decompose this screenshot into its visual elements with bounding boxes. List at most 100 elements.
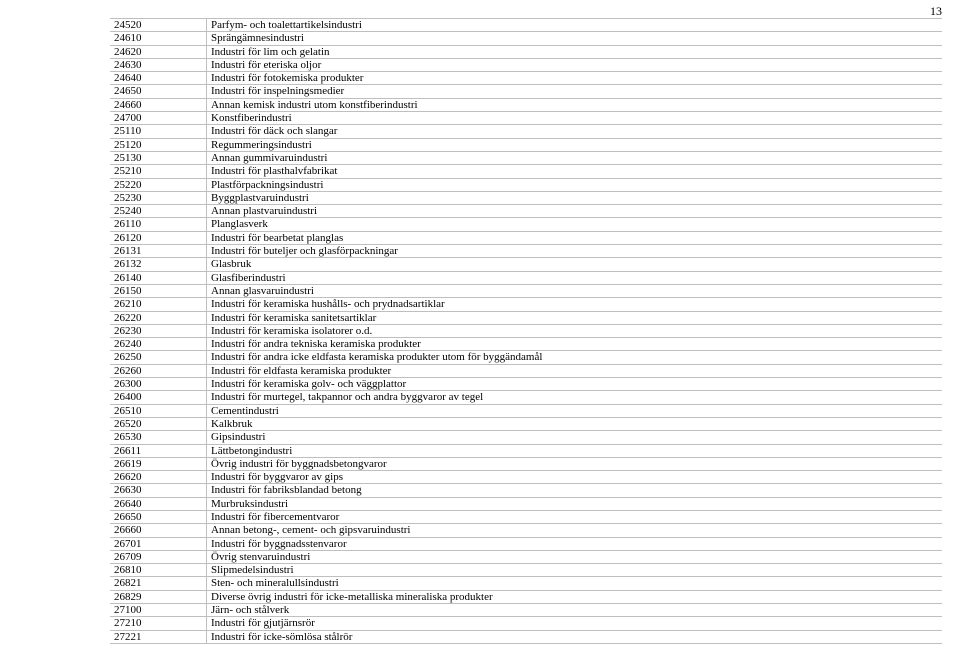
industry-description-cell: Industri för plasthalvfabrikat [207, 165, 943, 178]
industry-description-cell: Industri för eteriska oljor [207, 58, 943, 71]
industry-code-cell: 26660 [110, 524, 207, 537]
table-row: 26640Murbruksindustri [110, 497, 942, 510]
industry-description-cell: Industri för eldfasta keramiska produkte… [207, 364, 943, 377]
table-row: 26132Glasbruk [110, 258, 942, 271]
industry-code-cell: 26619 [110, 457, 207, 470]
industry-code-cell: 26250 [110, 351, 207, 364]
industry-code-cell: 24640 [110, 72, 207, 85]
industry-description-cell: Gipsindustri [207, 431, 943, 444]
table-row: 26250Industri för andra icke eldfasta ke… [110, 351, 942, 364]
industry-description-cell: Industri för andra icke eldfasta keramis… [207, 351, 943, 364]
table-row: 24660Annan kemisk industri utom konstfib… [110, 98, 942, 111]
table-row: 24620Industri för lim och gelatin [110, 45, 942, 58]
industry-description-cell: Industri för byggnadsstenvaror [207, 537, 943, 550]
industry-description-cell: Industri för fotokemiska produkter [207, 72, 943, 85]
industry-description-cell: Övrig stenvaruindustri [207, 550, 943, 563]
industry-description-cell: Regummeringsindustri [207, 138, 943, 151]
table-row: 26810Slipmedelsindustri [110, 564, 942, 577]
industry-code-cell: 26110 [110, 218, 207, 231]
industry-description-cell: Annan kemisk industri utom konstfiberind… [207, 98, 943, 111]
industry-code-cell: 26821 [110, 577, 207, 590]
industry-description-cell: Annan glasvaruindustri [207, 284, 943, 297]
table-row: 26210Industri för keramiska hushålls- oc… [110, 298, 942, 311]
industry-description-cell: Plastförpackningsindustri [207, 178, 943, 191]
industry-code-cell: 26510 [110, 404, 207, 417]
industry-description-cell: Annan betong-, cement- och gipsvaruindus… [207, 524, 943, 537]
table-row: 26821Sten- och mineralullsindustri [110, 577, 942, 590]
industry-code-cell: 24700 [110, 112, 207, 125]
industry-code-cell: 26709 [110, 550, 207, 563]
industry-code-cell: 24620 [110, 45, 207, 58]
industry-code-cell: 24520 [110, 19, 207, 32]
industry-code-cell: 26520 [110, 417, 207, 430]
table-row: 25130Annan gummivaruindustri [110, 151, 942, 164]
table-row: 24520Parfym- och toalettartikelsindustri [110, 19, 942, 32]
industry-description-cell: Lättbetongindustri [207, 444, 943, 457]
industry-code-cell: 26300 [110, 378, 207, 391]
table-row: 27100Järn- och stålverk [110, 604, 942, 617]
industry-code-cell: 26230 [110, 324, 207, 337]
table-row: 26150Annan glasvaruindustri [110, 284, 942, 297]
table-row: 26300Industri för keramiska golv- och vä… [110, 378, 942, 391]
table-row: 27210Industri för gjutjärnsrör [110, 617, 942, 630]
industry-description-cell: Byggplastvaruindustri [207, 191, 943, 204]
table-row: 25240Annan plastvaruindustri [110, 205, 942, 218]
industry-code-cell: 26132 [110, 258, 207, 271]
table-row: 26220Industri för keramiska sanitetsarti… [110, 311, 942, 324]
table-row: 26240Industri för andra tekniska keramis… [110, 338, 942, 351]
table-row: 25210Industri för plasthalvfabrikat [110, 165, 942, 178]
table-row: 24630Industri för eteriska oljor [110, 58, 942, 71]
industry-code-cell: 24610 [110, 32, 207, 45]
industry-description-cell: Industri för buteljer och glasförpacknin… [207, 245, 943, 258]
industry-description-cell: Industri för keramiska isolatorer o.d. [207, 324, 943, 337]
table-row: 26701Industri för byggnadsstenvaror [110, 537, 942, 550]
industry-code-cell: 24650 [110, 85, 207, 98]
table-row: 26120Industri för bearbetat planglas [110, 231, 942, 244]
industry-description-cell: Annan plastvaruindustri [207, 205, 943, 218]
industry-code-cell: 25120 [110, 138, 207, 151]
industry-description-cell: Cementindustri [207, 404, 943, 417]
table-row: 24650Industri för inspelningsmedier [110, 85, 942, 98]
table-row: 24700Konstfiberindustri [110, 112, 942, 125]
table-row: 27221Industri för icke-sömlösa stålrör [110, 630, 942, 643]
industry-code-cell: 26120 [110, 231, 207, 244]
table-row: 26110Planglasverk [110, 218, 942, 231]
industry-code-cell: 26530 [110, 431, 207, 444]
industry-description-cell: Industri för gjutjärnsrör [207, 617, 943, 630]
industry-code-cell: 24660 [110, 98, 207, 111]
industry-description-cell: Industri för fabriksblandad betong [207, 484, 943, 497]
industry-description-cell: Industri för keramiska sanitetsartiklar [207, 311, 943, 324]
industry-description-cell: Annan gummivaruindustri [207, 151, 943, 164]
industry-code-cell: 27221 [110, 630, 207, 643]
industry-description-cell: Glasfiberindustri [207, 271, 943, 284]
industry-description-cell: Industri för byggvaror av gips [207, 471, 943, 484]
table-row: 26520Kalkbruk [110, 417, 942, 430]
industry-code-cell: 26650 [110, 510, 207, 523]
industry-description-cell: Diverse övrig industri för icke-metallis… [207, 590, 943, 603]
industry-description-cell: Sten- och mineralullsindustri [207, 577, 943, 590]
table-row: 26611Lättbetongindustri [110, 444, 942, 457]
industry-description-cell: Slipmedelsindustri [207, 564, 943, 577]
page-number: 13 [930, 4, 942, 19]
industry-description-cell: Industri för keramiska hushålls- och pry… [207, 298, 943, 311]
table-row: 26400Industri för murtegel, takpannor oc… [110, 391, 942, 404]
industry-code-cell: 27100 [110, 604, 207, 617]
table-row: 26630Industri för fabriksblandad betong [110, 484, 942, 497]
table-row: 26510Cementindustri [110, 404, 942, 417]
industry-description-cell: Järn- och stålverk [207, 604, 943, 617]
table-row: 25110Industri för däck och slangar [110, 125, 942, 138]
table-row: 26140Glasfiberindustri [110, 271, 942, 284]
industry-code-cell: 26620 [110, 471, 207, 484]
industry-description-cell: Konstfiberindustri [207, 112, 943, 125]
industry-code-cell: 26829 [110, 590, 207, 603]
industry-description-cell: Industri för keramiska golv- och väggpla… [207, 378, 943, 391]
industry-description-cell: Planglasverk [207, 218, 943, 231]
industry-code-cell: 25130 [110, 151, 207, 164]
industry-code-cell: 26220 [110, 311, 207, 324]
table-row: 26230Industri för keramiska isolatorer o… [110, 324, 942, 337]
industry-description-cell: Industri för lim och gelatin [207, 45, 943, 58]
industry-description-cell: Industri för bearbetat planglas [207, 231, 943, 244]
industry-code-cell: 26140 [110, 271, 207, 284]
table-row: 26530Gipsindustri [110, 431, 942, 444]
industry-code-cell: 27210 [110, 617, 207, 630]
